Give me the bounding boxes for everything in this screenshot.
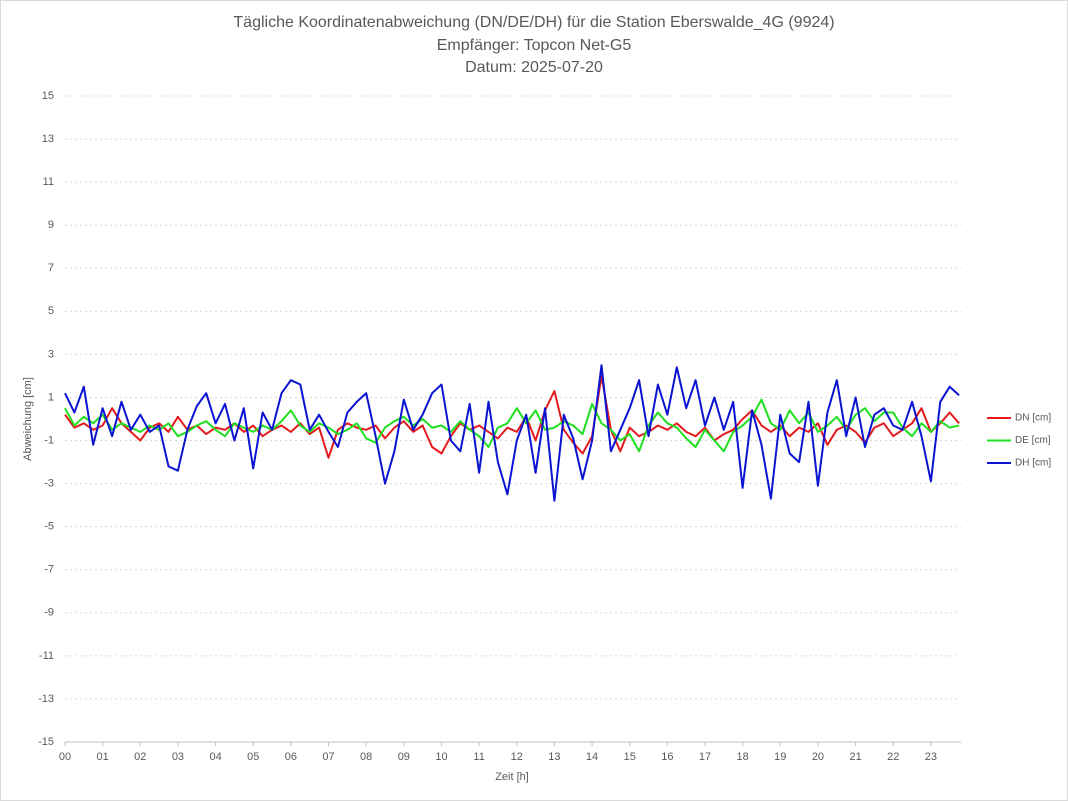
chart-subtitle: Empfänger: Topcon Net-G5 (437, 37, 632, 54)
x-tick-label: 06 (285, 751, 297, 763)
x-tick-label: 00 (59, 751, 71, 763)
x-tick-label: 02 (134, 751, 146, 763)
plot-area (64, 364, 960, 502)
x-tick-label: 23 (925, 751, 937, 763)
legend: DN [cm] DE [cm] DH [cm] (987, 413, 1051, 469)
x-tick-label: 15 (624, 751, 636, 763)
x-tick-label: 11 (473, 751, 484, 763)
x-tick-label: 09 (398, 751, 410, 763)
y-tick-label: -1 (44, 434, 54, 446)
chart-title: Tägliche Koordinatenabweichung (DN/DE/DH… (233, 14, 834, 31)
y-tick-label: -5 (44, 521, 54, 533)
y-tick-label: -15 (38, 736, 54, 748)
y-axis-title: Abweichung [cm] (22, 377, 34, 461)
grid: 15 13 11 9 7 5 3 1 -1 -3 -5 -7 -9 -11 -13 -15 00 01 02 03 04… (38, 90, 961, 763)
x-tick-label: 13 (548, 751, 560, 763)
y-tick-label: -9 (44, 607, 54, 619)
x-tick-label: 10 (435, 751, 447, 763)
x-tick-label: 05 (247, 751, 259, 763)
x-tick-label: 16 (661, 751, 673, 763)
x-tick-label: 03 (172, 751, 184, 763)
series-line (64, 364, 960, 502)
x-tick-label: 17 (699, 751, 711, 763)
y-tick-label: 15 (42, 90, 54, 102)
x-tick-label: 12 (511, 751, 523, 763)
x-tick-label: 19 (774, 751, 786, 763)
x-tick-label: 20 (812, 751, 824, 763)
x-tick-label: 18 (737, 751, 749, 763)
x-tick-label: 07 (322, 751, 334, 763)
x-axis-title: Zeit [h] (495, 771, 529, 783)
y-tick-label: 1 (48, 391, 54, 403)
x-tick-label: 21 (849, 751, 861, 763)
y-tick-label: 9 (48, 219, 54, 231)
legend-label: DE [cm] (1015, 435, 1051, 446)
y-tick-label: -7 (44, 564, 54, 576)
x-tick-label: 22 (887, 751, 899, 763)
y-tick-label: 7 (48, 262, 54, 274)
y-tick-label: 11 (43, 176, 54, 188)
chart-date: Datum: 2025-07-20 (465, 59, 603, 76)
x-tick-label: 14 (586, 751, 598, 763)
y-tick-label: 3 (48, 348, 54, 360)
x-tick-label: 08 (360, 751, 372, 763)
y-tick-label: -13 (38, 693, 54, 705)
y-tick-label: -11 (39, 650, 54, 662)
legend-label: DN [cm] (1015, 413, 1051, 424)
x-tick-label: 01 (97, 751, 109, 763)
legend-label: DH [cm] (1015, 458, 1051, 469)
y-tick-label: 13 (42, 133, 54, 145)
x-tick-label: 04 (209, 751, 221, 763)
y-tick-label: 5 (48, 305, 54, 317)
y-tick-label: -3 (44, 478, 54, 490)
